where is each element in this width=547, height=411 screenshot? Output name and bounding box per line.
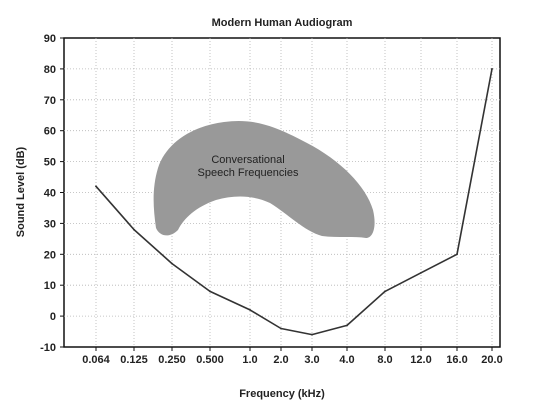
series-line-0 [95, 68, 493, 336]
y-axis-title: Sound Level (dB) [15, 146, 27, 237]
x-tick-label-8: 8.0 [377, 354, 392, 366]
series-point-0-2 [171, 262, 173, 265]
x-tick-label-5: 2.0 [273, 354, 288, 366]
x-tick-label-7: 4.0 [339, 354, 354, 366]
series-point-0-1 [133, 228, 135, 231]
speech-region-label-line-2: Speech Frequencies [198, 167, 299, 179]
series-layer [95, 68, 493, 336]
x-tick-label-4: 1.0 [242, 354, 257, 366]
y-tick-label-9: 80 [44, 64, 56, 76]
series-point-0-8 [384, 290, 386, 293]
x-tick-label-6: 3.0 [304, 354, 319, 366]
series-point-0-6 [311, 333, 313, 336]
x-tick-label-0: 0.064 [82, 354, 110, 366]
series-point-0-5 [280, 327, 282, 330]
series-point-0-4 [249, 309, 251, 311]
speech-region-label-line-1: Conversational [211, 154, 284, 166]
x-tick-label-1: 0.125 [120, 354, 148, 366]
y-axis-ticks: -10 0 10 20 30 40 50 60 70 80 90 [40, 33, 64, 354]
series-point-0-10 [456, 253, 458, 256]
x-tick-label-3: 0.500 [196, 354, 224, 366]
x-tick-label-10: 16.0 [446, 354, 467, 366]
y-tick-label-8: 70 [44, 95, 56, 107]
chart-title: Modern Human Audiogram [212, 17, 353, 29]
series-point-0-11 [491, 68, 493, 70]
y-tick-label-1: 0 [50, 311, 56, 323]
x-axis-ticks: 0.064 0.125 0.250 0.500 1.0 2.0 3.0 4.0 8.0 12.0 1… [82, 347, 503, 366]
y-tick-label-5: 40 [44, 188, 56, 200]
x-tick-label-11: 20.0 [481, 354, 502, 366]
speech-frequency-region [153, 120, 375, 238]
series-point-0-0 [95, 185, 97, 188]
y-tick-label-4: 30 [44, 218, 56, 230]
y-tick-label-6: 50 [44, 157, 56, 169]
speech-region-group: Conversational Speech Frequencies [153, 120, 375, 238]
x-tick-label-2: 0.250 [158, 354, 186, 366]
y-tick-label-3: 20 [44, 249, 56, 261]
y-tick-label-7: 60 [44, 126, 56, 138]
y-tick-label-2: 10 [44, 280, 56, 292]
series-point-0-7 [346, 324, 348, 327]
x-tick-label-9: 12.0 [410, 354, 431, 366]
y-tick-label-10: 90 [44, 33, 56, 45]
grid-lines [64, 38, 500, 347]
x-axis-title: Frequency (kHz) [239, 388, 325, 400]
series-point-0-9 [420, 271, 422, 274]
series-point-0-3 [209, 290, 211, 293]
y-tick-label-0: -10 [40, 342, 56, 354]
